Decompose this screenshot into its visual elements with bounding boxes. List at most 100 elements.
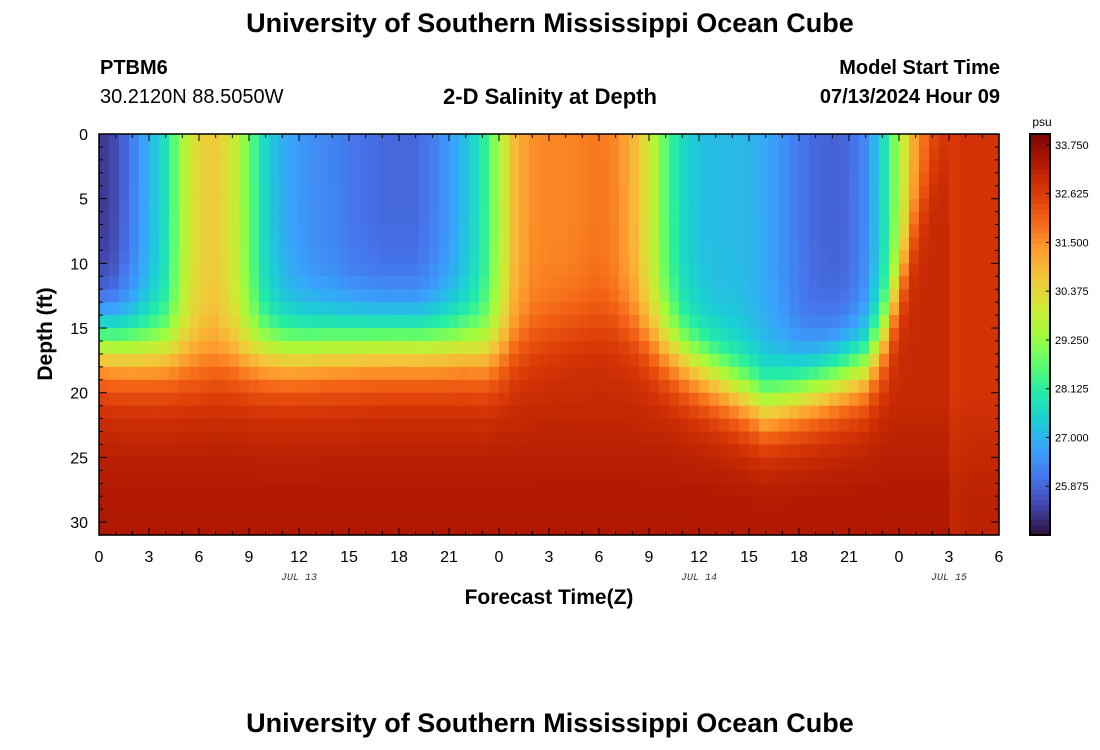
heatmap-cell — [639, 431, 650, 446]
heatmap-cell — [739, 418, 750, 433]
heatmap-cell — [709, 198, 720, 213]
heatmap-cell — [559, 198, 570, 213]
heatmap-cell — [879, 315, 890, 329]
heatmap-cell — [769, 496, 780, 510]
heatmap-cell — [589, 470, 600, 484]
heatmap-cell — [719, 211, 730, 226]
heatmap-cell — [779, 366, 790, 381]
heatmap-cell — [479, 315, 490, 329]
heatmap-cell — [699, 457, 710, 471]
heatmap-cell — [439, 340, 450, 355]
heatmap-cell — [389, 302, 400, 316]
heatmap-cell — [209, 211, 220, 226]
heatmap-cell — [669, 198, 680, 213]
heatmap-cell — [519, 379, 530, 394]
heatmap-cell — [989, 185, 1000, 200]
heatmap-cell — [849, 340, 860, 355]
heatmap-cell — [879, 444, 890, 458]
heatmap-cell — [509, 522, 520, 536]
heatmap-cell — [579, 198, 590, 213]
heatmap-cell — [289, 328, 300, 342]
heatmap-cell — [729, 328, 740, 342]
heatmap-cell — [729, 392, 740, 407]
page-title: University of Southern Mississippi Ocean… — [246, 8, 854, 38]
heatmap-cell — [919, 444, 930, 458]
heatmap-cell — [469, 302, 480, 316]
heatmap-cell — [959, 302, 970, 316]
heatmap-cell — [189, 392, 200, 407]
heatmap-cell — [549, 379, 560, 394]
heatmap-cell — [519, 276, 530, 290]
heatmap-cell — [599, 379, 610, 394]
heatmap-cell — [919, 392, 930, 407]
heatmap-cell — [159, 509, 170, 523]
heatmap-cell — [639, 198, 650, 213]
heatmap-cell — [559, 289, 570, 303]
heatmap-cell — [869, 340, 880, 355]
heatmap-cell — [949, 431, 960, 446]
heatmap-cell — [909, 470, 920, 484]
heatmap-cell — [429, 483, 440, 497]
heatmap-cell — [799, 483, 810, 497]
heatmap-cell — [359, 302, 370, 316]
colorbar-swatch — [1030, 199, 1050, 205]
heatmap-cell — [619, 405, 630, 420]
heatmap-cell — [349, 289, 360, 303]
heatmap-cell — [429, 315, 440, 329]
heatmap-cell — [129, 237, 140, 252]
heatmap-cell — [499, 250, 510, 264]
heatmap-cell — [739, 431, 750, 446]
heatmap-cell — [209, 237, 220, 252]
heatmap-cell — [929, 211, 940, 226]
heatmap-cell — [499, 392, 510, 407]
heatmap-cell — [869, 392, 880, 407]
heatmap-cell — [899, 159, 910, 174]
heatmap-cell — [199, 250, 210, 264]
heatmap-cell — [699, 185, 710, 200]
heatmap-cell — [349, 366, 360, 381]
heatmap-cell — [809, 211, 820, 226]
heatmap-cell — [899, 250, 910, 264]
heatmap-cell — [539, 237, 550, 252]
heatmap-cell — [939, 431, 950, 446]
heatmap-cell — [119, 289, 130, 303]
heatmap-cell — [779, 431, 790, 446]
heatmap-cell — [349, 522, 360, 536]
heatmap-cell — [559, 470, 570, 484]
heatmap-cell — [739, 302, 750, 316]
heatmap-cell — [789, 159, 800, 174]
heatmap-cell — [429, 211, 440, 226]
heatmap-cell — [969, 289, 980, 303]
heatmap-cell — [509, 392, 520, 407]
colorbar-swatch — [1030, 329, 1050, 336]
heatmap-cell — [669, 289, 680, 303]
heatmap-cell — [429, 457, 440, 471]
heatmap-cell — [269, 159, 280, 174]
heatmap-cell — [139, 328, 150, 342]
heatmap-cell — [589, 134, 600, 148]
heatmap-cell — [699, 340, 710, 355]
heatmap-cell — [349, 134, 360, 148]
heatmap-cell — [679, 237, 690, 252]
heatmap-cell — [739, 522, 750, 536]
heatmap-cell — [179, 198, 190, 213]
heatmap-cell — [799, 522, 810, 536]
heatmap-cell — [109, 457, 120, 471]
heatmap-cell — [399, 444, 410, 458]
heatmap-cell — [509, 379, 520, 394]
heatmap-cell — [199, 224, 210, 239]
heatmap-cell — [859, 315, 870, 329]
heatmap-cell — [339, 328, 350, 342]
heatmap-cell — [879, 211, 890, 226]
heatmap-cell — [299, 198, 310, 213]
heatmap-cell — [319, 418, 330, 433]
heatmap-cell — [669, 392, 680, 407]
colorbar-swatch — [1030, 224, 1050, 230]
heatmap-cell — [759, 483, 770, 497]
heatmap-cell — [709, 379, 720, 394]
heatmap-cell — [879, 405, 890, 420]
heatmap-cell — [269, 470, 280, 484]
heatmap-cell — [299, 250, 310, 264]
heatmap-cell — [759, 431, 770, 446]
heatmap-cell — [959, 276, 970, 290]
